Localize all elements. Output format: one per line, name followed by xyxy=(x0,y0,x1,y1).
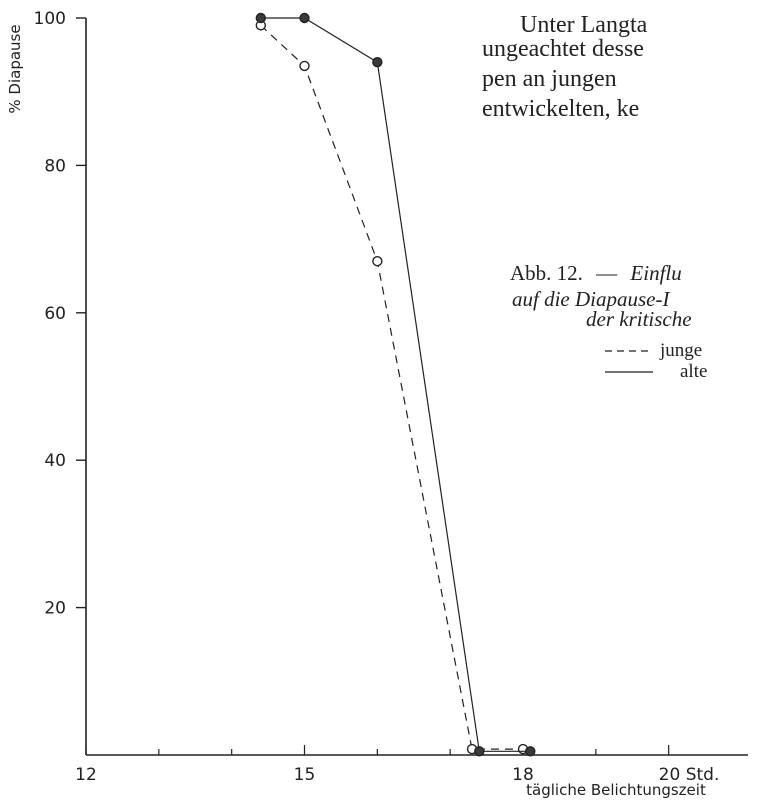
x-ticks: 12 15 18 20 Std. xyxy=(75,745,719,785)
data-point-junge xyxy=(299,60,310,72)
y-tick-label: 20 xyxy=(44,599,66,619)
x-tick-label: 12 xyxy=(75,765,97,785)
data-point-alte xyxy=(255,12,266,24)
caption-line-2: auf die Diapause-I xyxy=(512,287,670,311)
caption-title-start: Einflu xyxy=(629,261,681,285)
data-point-alte xyxy=(299,12,310,24)
series-line-alte xyxy=(260,17,531,752)
x-tick-label: 20 Std. xyxy=(659,765,720,785)
caption-dash: — xyxy=(595,261,618,285)
background-text-line: Unter Langta xyxy=(520,12,648,38)
background-text-line: pen an jungen xyxy=(482,66,617,92)
data-point-junge xyxy=(372,256,383,267)
y-ticks: 20 40 60 80 100 xyxy=(34,9,86,619)
x-axis-title: tägliche Belichtungszeit xyxy=(526,781,706,799)
data-point-alte xyxy=(474,746,485,757)
x-tick-label: 18 xyxy=(512,765,534,785)
legend-label-young: junge xyxy=(659,340,702,361)
data-point-alte xyxy=(372,57,383,68)
background-text-line: entwickelten, ke xyxy=(482,96,639,122)
series-line-junge xyxy=(260,24,523,750)
figure-caption: Abb. 12. — Einflu auf die Diapause-I der… xyxy=(510,261,707,382)
y-tick-label: 40 xyxy=(44,451,66,471)
caption-line-1: Abb. 12. — Einflu xyxy=(510,261,682,285)
axes: 20 40 60 80 100 12 15 18 20 Std. % Diapause täg… xyxy=(6,9,748,799)
y-tick-label: 100 xyxy=(34,9,66,29)
legend-label-old: alte xyxy=(680,361,707,382)
x-tick-label: 15 xyxy=(294,765,316,785)
y-tick-label: 80 xyxy=(44,156,66,176)
y-tick-label: 60 xyxy=(44,304,66,324)
background-text-line: ungeachtet desse xyxy=(482,36,644,62)
background-text: Unter Langta ungeachtet desse pen an jun… xyxy=(482,12,648,122)
caption-label: Abb. 12. xyxy=(510,261,583,285)
data-point-alte xyxy=(525,746,536,757)
series-layer xyxy=(255,12,536,757)
y-axis-title: % Diapause xyxy=(6,24,24,113)
caption-line-3: der kritische xyxy=(586,307,692,331)
